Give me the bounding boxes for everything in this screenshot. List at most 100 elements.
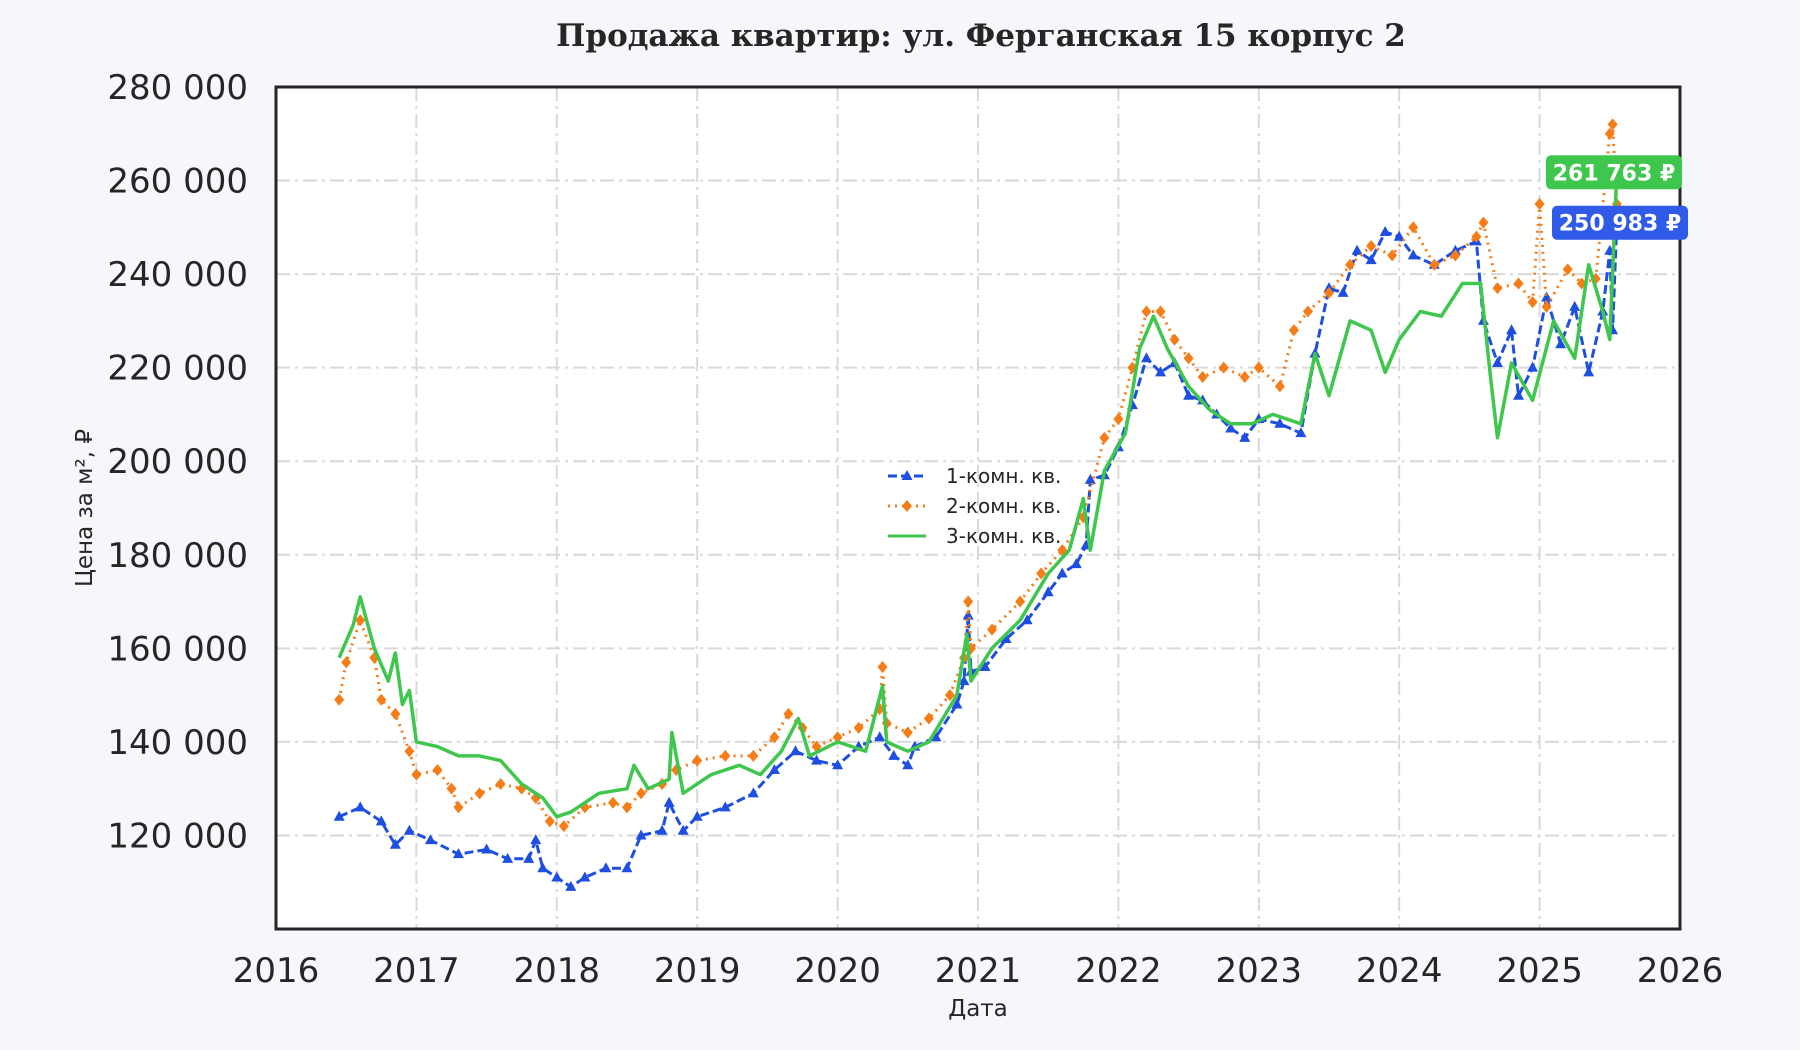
- data-point-triangle: [1506, 324, 1518, 335]
- data-point-triangle: [1084, 473, 1096, 484]
- data-point-triangle: [979, 661, 991, 672]
- data-point-diamond: [1527, 296, 1538, 309]
- legend-label: 3-комн. кв.: [946, 524, 1061, 548]
- data-point-diamond: [853, 721, 864, 734]
- data-point-diamond: [1218, 361, 1229, 374]
- x-axis-ticks: 2016 2017 2018 2019 2020 2021 2022 2023 2024 2025…: [233, 951, 1724, 991]
- data-point-diamond: [404, 745, 415, 758]
- data-point-diamond: [1288, 324, 1299, 337]
- data-point-diamond: [1141, 305, 1152, 318]
- data-point-triangle: [663, 796, 675, 807]
- value-badge-label: 261 763 ₽: [1553, 161, 1675, 186]
- data-point-triangle: [1155, 366, 1167, 377]
- data-point-triangle: [902, 759, 914, 770]
- data-point-triangle: [1351, 244, 1363, 255]
- data-point-triangle: [333, 810, 345, 821]
- data-point-diamond: [923, 712, 934, 725]
- data-point-diamond: [692, 754, 703, 767]
- data-point-triangle: [1513, 389, 1525, 400]
- value-badge: 261 763 ₽: [1546, 155, 1682, 190]
- data-point-triangle: [453, 848, 465, 859]
- data-point-triangle: [502, 852, 514, 863]
- data-point-triangle: [747, 787, 759, 798]
- x-axis-label: Дата: [948, 996, 1008, 1022]
- data-point-triangle: [1274, 417, 1286, 428]
- data-point-diamond: [622, 801, 632, 814]
- data-point-diamond: [1036, 567, 1047, 580]
- data-point-triangle: [1393, 230, 1405, 241]
- data-point-diamond: [1429, 258, 1440, 271]
- x-tick-label: 2021: [935, 951, 1022, 991]
- data-point-triangle: [481, 843, 493, 854]
- data-point-diamond: [1478, 216, 1489, 229]
- data-point-diamond: [334, 693, 345, 706]
- data-point-diamond: [1607, 118, 1618, 131]
- legend-label: 2-комн. кв.: [946, 494, 1061, 518]
- y-tick-label: 220 000: [107, 349, 248, 389]
- series-2-room: [334, 118, 1622, 833]
- data-point-diamond: [341, 656, 352, 669]
- data-point-diamond: [1450, 249, 1461, 262]
- y-tick-label: 140 000: [107, 723, 248, 763]
- data-point-triangle: [1365, 254, 1377, 265]
- x-tick-label: 2018: [514, 951, 601, 991]
- x-tick-label: 2016: [233, 951, 320, 991]
- data-point-triangle: [621, 862, 633, 873]
- data-point-diamond: [453, 801, 464, 814]
- series-line: [337, 172, 1619, 819]
- data-point-diamond: [1099, 431, 1110, 444]
- data-point-triangle: [1569, 300, 1581, 311]
- data-point-diamond: [902, 726, 913, 739]
- data-point-triangle: [1239, 431, 1251, 442]
- data-point-triangle: [579, 871, 591, 882]
- data-point-triangle: [424, 834, 436, 845]
- data-point-triangle: [1070, 558, 1082, 569]
- y-axis-label: Цена за м², ₽: [72, 429, 98, 587]
- data-point-triangle: [811, 754, 823, 765]
- data-point-diamond: [474, 787, 485, 800]
- data-point-diamond: [1183, 352, 1194, 365]
- y-tick-label: 180 000: [107, 536, 248, 576]
- data-point-diamond: [446, 782, 457, 795]
- legend: 1-комн. кв. 2-комн. кв. 3-комн. кв.: [888, 464, 1061, 548]
- data-point-triangle: [656, 824, 668, 835]
- data-point-triangle: [1407, 249, 1419, 260]
- data-point-diamond: [769, 731, 780, 744]
- data-point-triangle: [403, 824, 415, 835]
- data-point-triangle: [1140, 352, 1152, 363]
- data-point-diamond: [1302, 305, 1313, 318]
- legend-item: 3-комн. кв.: [888, 524, 1061, 548]
- data-point-diamond: [877, 661, 888, 674]
- data-point-triangle: [530, 834, 542, 845]
- data-point-diamond: [1604, 127, 1615, 140]
- data-point-triangle: [1583, 366, 1595, 377]
- legend-marker: [902, 500, 912, 512]
- data-point-triangle: [719, 801, 731, 812]
- data-point-triangle: [537, 862, 549, 873]
- data-point-diamond: [1534, 197, 1545, 210]
- data-point-diamond: [1324, 286, 1334, 299]
- data-point-diamond: [1274, 380, 1285, 393]
- data-point-triangle: [1295, 427, 1307, 438]
- legend-item: 1-комн. кв.: [888, 464, 1061, 488]
- data-point-diamond: [944, 689, 955, 702]
- data-point-diamond: [1155, 305, 1166, 318]
- data-point-diamond: [355, 614, 366, 627]
- data-point-diamond: [390, 707, 401, 720]
- data-point-triangle: [832, 759, 844, 770]
- data-point-triangle: [1183, 389, 1195, 400]
- data-point-diamond: [1366, 240, 1377, 253]
- data-point-triangle: [1555, 338, 1567, 349]
- y-tick-label: 240 000: [107, 255, 248, 295]
- data-point-diamond: [1113, 413, 1124, 426]
- data-point-diamond: [748, 749, 759, 762]
- data-point-triangle: [768, 763, 780, 774]
- data-point-diamond: [636, 787, 647, 800]
- x-tick-label: 2023: [1216, 951, 1303, 991]
- data-point-triangle: [789, 745, 801, 756]
- data-point-triangle: [354, 801, 366, 812]
- data-point-diamond: [1253, 361, 1264, 374]
- data-point-triangle: [962, 609, 974, 620]
- x-tick-label: 2019: [654, 951, 741, 991]
- plot-frame: [274, 85, 1682, 931]
